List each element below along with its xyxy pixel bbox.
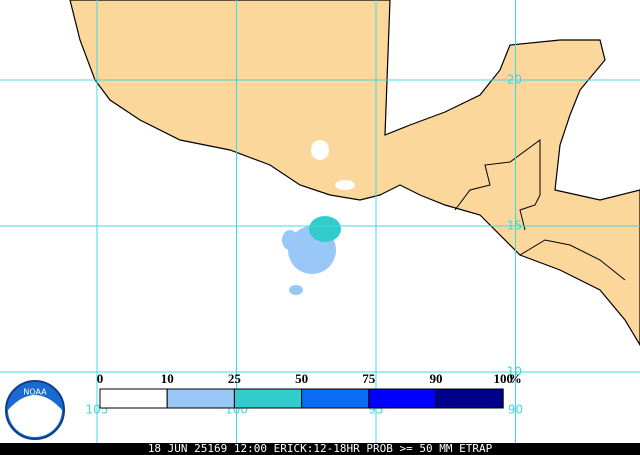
lake [311, 140, 329, 160]
legend-swatch [435, 388, 504, 409]
legend-label: 50 [295, 371, 308, 386]
lat-label: 20 [507, 73, 522, 87]
legend-label: 25 [228, 371, 242, 386]
legend-swatch [99, 388, 168, 409]
legend-label: 0 [97, 371, 104, 386]
legend-label: 10 [161, 371, 174, 386]
precip-area [289, 285, 303, 295]
legend-label: 90 [430, 371, 443, 386]
border [454, 139, 541, 231]
border [519, 239, 626, 281]
footer-bar [0, 443, 640, 455]
legend-swatch [368, 388, 437, 409]
precip-area [309, 216, 341, 242]
lon-label: 90 [508, 403, 523, 417]
lat-label: 10 [507, 365, 522, 379]
lat-label: 15 [507, 219, 522, 233]
svg-text:NOAA: NOAA [23, 388, 47, 397]
legend-label: 75 [362, 371, 376, 386]
legend-swatch [166, 388, 235, 409]
legend-swatch [233, 388, 303, 409]
legend-label: 100 [493, 371, 513, 386]
footer-text: 18 JUN 25169 12:00 ERICK:12-18HR PROB >=… [148, 442, 493, 455]
precip-area [282, 230, 298, 250]
legend-swatch [301, 388, 370, 409]
noaa-logo: NOAA [5, 380, 65, 440]
legend-unit: % [509, 371, 522, 386]
lake [335, 180, 355, 190]
